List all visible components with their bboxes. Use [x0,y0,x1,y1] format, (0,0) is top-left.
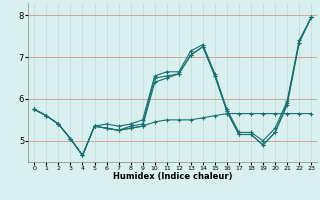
X-axis label: Humidex (Indice chaleur): Humidex (Indice chaleur) [113,172,233,181]
